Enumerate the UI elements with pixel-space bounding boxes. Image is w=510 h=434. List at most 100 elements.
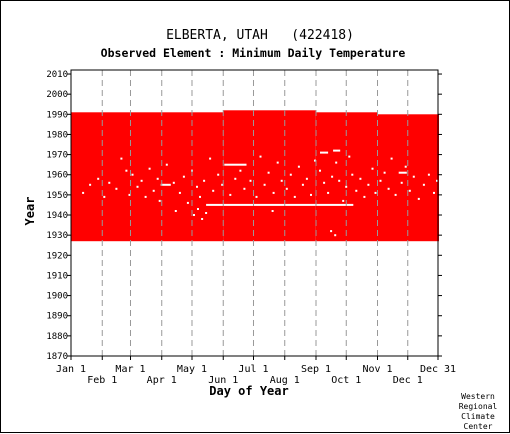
missing-day xyxy=(433,191,435,194)
missing-day xyxy=(310,193,312,196)
x-tick-label: Nov 1 xyxy=(362,364,392,375)
missing-day xyxy=(412,175,415,178)
missing-day xyxy=(342,199,345,202)
missing-day xyxy=(351,173,354,176)
y-tick-label: 1870 xyxy=(46,352,68,362)
x-axis: Jan 1 Mar 1 May 1 Jul 1 Sep 1 Nov 1 Dec 31 Feb … xyxy=(56,356,456,386)
missing-day xyxy=(199,195,201,198)
data-block xyxy=(130,112,224,242)
x-tick-label: May 1 xyxy=(177,364,207,375)
missing-day xyxy=(272,191,275,194)
missing-segment xyxy=(206,203,354,206)
y-tick-label: 1990 xyxy=(46,110,68,120)
missing-day xyxy=(355,189,358,192)
missing-day xyxy=(165,163,168,166)
missing-day xyxy=(82,191,85,194)
missing-day xyxy=(404,165,407,168)
missing-day xyxy=(140,179,143,182)
data-block xyxy=(71,112,131,242)
missing-day xyxy=(408,189,411,192)
x-tick-label: Jul 1 xyxy=(238,364,268,375)
x-tick-label: Feb 1 xyxy=(87,375,117,386)
x-axis-label: Day of Year xyxy=(209,384,288,398)
missing-day xyxy=(276,161,279,164)
x-tick-label: Mar 1 xyxy=(115,364,145,375)
y-axis-label: Year xyxy=(23,197,37,226)
missing-day xyxy=(390,157,393,160)
missing-day xyxy=(182,175,185,178)
missing-day xyxy=(289,173,292,176)
missing-day xyxy=(259,155,262,158)
missing-day xyxy=(436,179,438,182)
missing-day xyxy=(120,157,123,160)
missing-day xyxy=(229,193,232,196)
missing-day xyxy=(193,214,195,216)
y-tick-label: 1950 xyxy=(46,191,68,201)
y-tick-label: 1970 xyxy=(46,151,68,161)
y-tick-label: 1930 xyxy=(46,231,68,241)
missing-day xyxy=(422,183,425,186)
missing-day xyxy=(417,197,420,200)
credit-line: Center xyxy=(464,422,493,431)
missing-day xyxy=(301,183,304,186)
missing-day xyxy=(103,195,106,198)
missing-day xyxy=(379,179,382,182)
y-tick-label: 1920 xyxy=(46,251,68,261)
y-tick-label: 1960 xyxy=(46,171,68,181)
missing-day xyxy=(387,187,390,190)
chart-title: ELBERTA, UTAH (422418) xyxy=(166,28,354,43)
y-tick-label: 1880 xyxy=(46,332,68,342)
x-tick-label: Jan 1 xyxy=(56,364,86,375)
missing-day xyxy=(212,189,215,192)
missing-day xyxy=(205,212,208,214)
x-tick-label: Apr 1 xyxy=(147,375,177,386)
x-tick-label: Sep 1 xyxy=(301,364,331,375)
missing-segment xyxy=(160,183,171,186)
missing-day xyxy=(338,179,341,182)
missing-day xyxy=(209,157,212,160)
missing-segment xyxy=(333,149,341,152)
missing-day xyxy=(148,167,151,170)
missing-day xyxy=(186,201,189,204)
missing-day xyxy=(178,191,181,194)
missing-day xyxy=(427,173,430,176)
missing-day xyxy=(89,183,92,186)
missing-day xyxy=(323,181,326,184)
missing-day xyxy=(335,161,338,164)
missing-day xyxy=(371,167,374,170)
missing-day xyxy=(348,155,351,158)
missing-day xyxy=(327,191,330,194)
missing-day xyxy=(217,173,220,176)
missing-day xyxy=(125,169,128,172)
y-tick-label: 1940 xyxy=(46,211,68,221)
missing-day xyxy=(108,181,111,184)
missing-day xyxy=(136,185,139,188)
missing-day xyxy=(152,189,155,192)
missing-day xyxy=(285,187,288,190)
missing-day xyxy=(293,195,296,198)
missing-day xyxy=(367,183,370,186)
missing-day xyxy=(400,181,403,184)
missing-day xyxy=(280,179,283,182)
missing-day xyxy=(158,199,161,202)
missing-day xyxy=(314,159,316,162)
missing-day xyxy=(383,171,386,174)
x-tick-label: Aug 1 xyxy=(270,375,300,386)
missing-day xyxy=(319,169,321,172)
missing-day xyxy=(297,165,300,168)
data-block xyxy=(223,110,316,242)
missing-day xyxy=(267,171,270,174)
missing-day xyxy=(394,193,397,196)
missing-day xyxy=(197,208,199,210)
missing-day xyxy=(331,175,334,178)
missing-day xyxy=(131,173,134,176)
y-tick-label: 2000 xyxy=(46,90,68,100)
credit-line: Climate xyxy=(461,412,495,421)
missing-day xyxy=(255,195,258,198)
y-tick-label: 1980 xyxy=(46,130,68,140)
plot-border xyxy=(70,69,439,357)
missing-segment xyxy=(224,163,247,166)
x-tick-label: Dec 1 xyxy=(393,375,423,386)
